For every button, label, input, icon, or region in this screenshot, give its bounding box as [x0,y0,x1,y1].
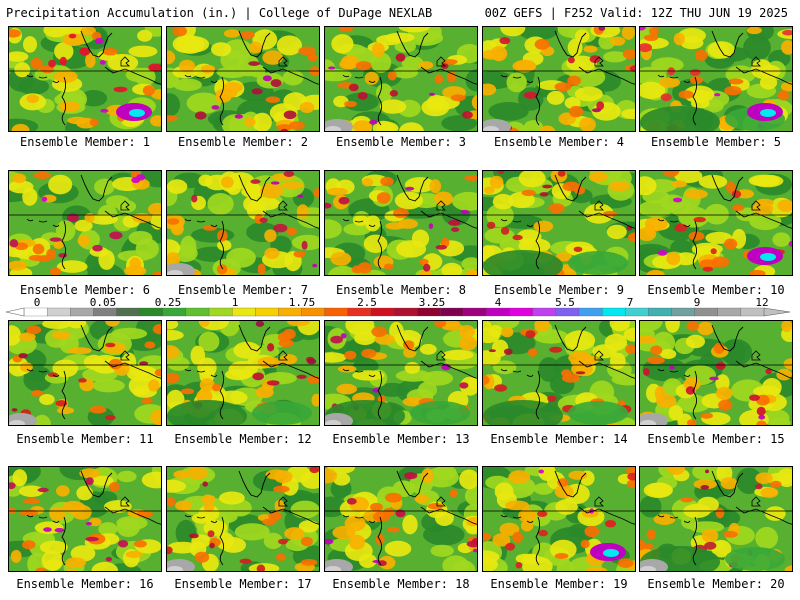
ensemble-member-label: Ensemble Member: 18 [332,577,470,591]
colorbar-swatch [70,307,94,317]
colorbar-swatch [185,307,210,317]
colorbar-swatch [486,307,511,317]
ensemble-map-member-20 [639,466,793,572]
ensemble-map-member-3 [324,26,478,132]
ensemble-map-member-18 [324,466,478,572]
colorbar-swatch [162,307,187,317]
colorbar-swatch [139,307,164,317]
ensemble-member-label: Ensemble Member: 20 [647,577,785,591]
ensemble-map-member-7 [166,170,320,276]
ensemble-map-member-12 [166,320,320,426]
colorbar-tick-label: 2.5 [357,296,377,309]
colorbar-swatch [23,307,48,317]
colorbar-low-arrow [5,307,25,317]
ensemble-map-member-5 [639,26,793,132]
colorbar-swatch [625,307,649,317]
ensemble-map-member-1 [8,26,162,132]
colorbar-swatch [671,307,696,317]
colorbar-tick-label: 1.75 [288,296,316,309]
ensemble-map-member-16 [8,466,162,572]
ensemble-map-member-8 [324,170,478,276]
colorbar-tick-label: 0.05 [89,296,117,309]
colorbar-swatch [347,307,372,317]
colorbar-swatch [278,307,302,317]
colorbar-tick-label: 12 [755,296,769,309]
colorbar-swatch [694,307,719,317]
colorbar-swatch [416,307,441,317]
colorbar-swatch [555,307,580,317]
ensemble-map-member-19 [482,466,636,572]
colorbar-swatch [463,307,487,317]
colorbar-swatch [324,307,349,317]
ensemble-map-member-9 [482,170,636,276]
ensemble-map-member-2 [166,26,320,132]
ensemble-member-label: Ensemble Member: 16 [16,577,154,591]
page-title: Precipitation Accumulation (in.) | Colle… [6,6,433,20]
precipitation-colorbar [5,307,791,317]
colorbar-swatch [301,307,326,317]
colorbar-tick-label: 5.5 [555,296,575,309]
ensemble-member-label: Ensemble Member: 12 [174,432,312,446]
colorbar-swatch [116,307,141,317]
colorbar-swatch [46,307,71,317]
colorbar-tick-label: 0 [33,296,41,309]
colorbar-swatch [208,307,233,317]
ensemble-map-member-15 [639,320,793,426]
ensemble-member-label: Ensemble Member: 5 [650,135,782,149]
colorbar-swatch [370,307,395,317]
colorbar-swatch [648,307,672,317]
colorbar-swatch [393,307,418,317]
colorbar-swatch [509,307,534,317]
colorbar-tick-label: 0.25 [154,296,182,309]
ensemble-map-member-10 [639,170,793,276]
ensemble-map-member-4 [482,26,636,132]
colorbar-swatch [93,307,117,317]
colorbar-swatch [532,307,557,317]
ensemble-member-label: Ensemble Member: 2 [177,135,309,149]
ensemble-map-member-11 [8,320,162,426]
ensemble-member-label: Ensemble Member: 9 [493,283,625,297]
colorbar-tick-label: 9 [693,296,701,309]
ensemble-member-label: Ensemble Member: 11 [16,432,154,446]
colorbar-high-arrow [763,307,791,317]
ensemble-member-label: Ensemble Member: 10 [647,283,785,297]
colorbar-tick-label: 4 [494,296,502,309]
ensemble-member-label: Ensemble Member: 7 [177,283,309,297]
colorbar-swatch [255,307,279,317]
ensemble-map-member-17 [166,466,320,572]
ensemble-member-label: Ensemble Member: 19 [490,577,628,591]
ensemble-member-label: Ensemble Member: 8 [335,283,467,297]
ensemble-member-label: Ensemble Member: 17 [174,577,312,591]
ensemble-member-label: Ensemble Member: 1 [19,135,151,149]
ensemble-member-label: Ensemble Member: 15 [647,432,785,446]
colorbar-tick-label: 3.25 [418,296,446,309]
colorbar-swatch [601,307,626,317]
ensemble-map-member-14 [482,320,636,426]
ensemble-member-label: Ensemble Member: 4 [493,135,625,149]
ensemble-map-member-13 [324,320,478,426]
colorbar-swatch [231,307,256,317]
colorbar-tick-label: 1 [231,296,239,309]
colorbar-tick-label: 7 [626,296,634,309]
ensemble-member-label: Ensemble Member: 14 [490,432,628,446]
ensemble-member-label: Ensemble Member: 3 [335,135,467,149]
colorbar-swatch [578,307,603,317]
ensemble-map-member-6 [8,170,162,276]
ensemble-member-label: Ensemble Member: 13 [332,432,470,446]
ensemble-member-label: Ensemble Member: 6 [19,283,151,297]
colorbar-swatch [717,307,742,317]
colorbar-swatch [740,307,765,317]
colorbar-swatch [440,307,464,317]
run-valid-time: 00Z GEFS | F252 Valid: 12Z THU JUN 19 20… [484,6,788,20]
